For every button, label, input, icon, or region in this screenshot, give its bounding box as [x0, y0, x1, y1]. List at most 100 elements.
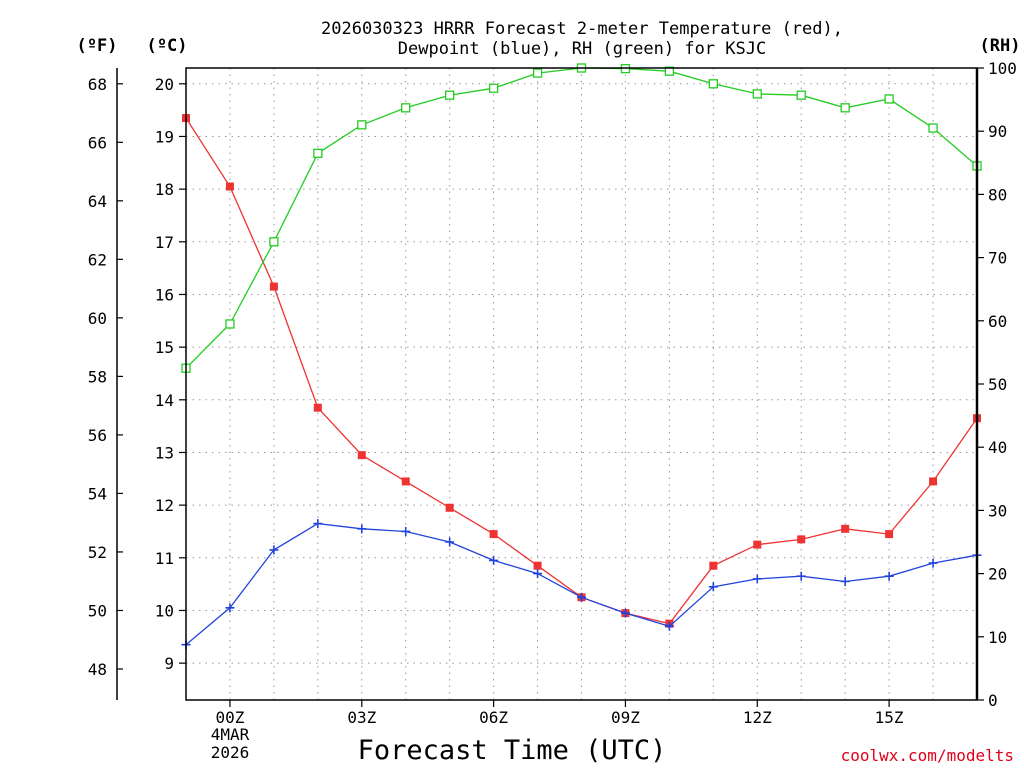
fahrenheit-tick-label: 54 — [88, 484, 107, 503]
fahrenheit-axis-unit: (ºF) — [77, 36, 118, 56]
temperature-point — [753, 540, 762, 549]
temperature-point — [709, 561, 718, 570]
temperature-point — [313, 403, 322, 412]
x-tick-label: 09Z — [611, 708, 640, 727]
rh-tick-label: 10 — [988, 628, 1007, 647]
dewpoint-point — [445, 537, 455, 547]
celsius-tick-label: 11 — [155, 549, 174, 568]
dewpoint-point — [752, 574, 762, 584]
series-temperature — [182, 114, 981, 628]
rh-point — [401, 103, 411, 113]
x-tick-label: 15Z — [875, 708, 904, 727]
series-dewpoint — [181, 519, 982, 650]
dewpoint-point — [884, 571, 894, 581]
rh-tick-label: 60 — [988, 312, 1007, 331]
rh-point — [357, 120, 367, 130]
plot-frame — [185, 67, 978, 701]
dewpoint-point — [533, 569, 543, 579]
rh-point — [445, 90, 455, 100]
celsius-tick-label: 10 — [155, 601, 174, 620]
celsius-tick-label: 18 — [155, 180, 174, 199]
celsius-axis-unit: (ºC) — [147, 36, 188, 56]
x-tick-label: 03Z — [347, 708, 376, 727]
rh-point — [664, 66, 675, 76]
rh-point — [269, 237, 279, 247]
celsius-tick-label: 19 — [155, 127, 174, 146]
fahrenheit-tick-label: 64 — [88, 192, 107, 211]
celsius-tick-label: 9 — [164, 654, 174, 673]
rh-point — [928, 123, 938, 133]
axes: 9 10 11 12 13 14 15 16 17 18 19 20 48 50 52 54 56 58 60 62 6… — [88, 59, 1017, 727]
fahrenheit-tick-label: 66 — [88, 133, 107, 152]
dewpoint-point — [577, 592, 586, 602]
rh-tick-label: 90 — [988, 122, 1007, 141]
x-tick-label: 06Z — [479, 708, 508, 727]
dewpoint-point — [840, 577, 850, 586]
fahrenheit-tick-label: 52 — [88, 543, 107, 562]
rh-tick-label: 30 — [988, 501, 1007, 520]
temperature-point — [401, 477, 410, 486]
dewpoint-point — [664, 621, 674, 631]
dewpoint-point — [357, 524, 367, 534]
celsius-tick-label: 17 — [155, 233, 174, 252]
date-label-day: 4MAR — [211, 725, 250, 744]
temperature-point — [269, 282, 278, 291]
chart-title-line-1: 2026030323 HRRR Forecast 2-meter Tempera… — [321, 19, 843, 39]
rh-point — [313, 148, 323, 158]
credit-label: coolwx.com/modelts — [841, 746, 1014, 765]
rh-axis-unit: (RH) — [980, 36, 1021, 56]
temperature-point — [489, 530, 498, 539]
dewpoint-line — [185, 522, 978, 646]
fahrenheit-tick-label: 48 — [88, 660, 107, 679]
temperature-point — [797, 535, 806, 544]
rh-point — [225, 319, 235, 329]
celsius-tick-label: 16 — [155, 285, 174, 304]
rh-point — [708, 79, 718, 89]
gridlines — [186, 68, 977, 700]
celsius-tick-label: 15 — [155, 338, 174, 357]
temperature-point — [445, 503, 454, 512]
fahrenheit-tick-label: 50 — [88, 601, 107, 620]
rh-tick-label: 50 — [988, 375, 1007, 394]
x-axis-title: Forecast Time (UTC) — [358, 735, 667, 766]
rh-point — [840, 103, 850, 113]
temperature-point — [357, 451, 366, 460]
fahrenheit-tick-label: 56 — [88, 426, 107, 445]
date-label-year: 2026 — [211, 743, 250, 762]
temperature-point — [885, 530, 894, 539]
dewpoint-point — [269, 545, 279, 555]
dewpoint-point — [489, 555, 499, 565]
dewpoint-point — [928, 558, 938, 568]
rh-point — [752, 89, 762, 99]
dewpoint-point — [620, 608, 630, 618]
dewpoint-point — [401, 526, 411, 536]
rh-point — [796, 90, 806, 100]
x-tick-label: 00Z — [215, 708, 244, 727]
dewpoint-point — [225, 603, 235, 613]
x-tick-label: 12Z — [743, 708, 772, 727]
celsius-tick-label: 12 — [155, 496, 174, 515]
celsius-tick-label: 13 — [155, 443, 174, 462]
chart-title-line-2: Dewpoint (blue), RH (green) for KSJC — [398, 39, 766, 59]
dewpoint-point — [313, 519, 323, 529]
fahrenheit-tick-label: 58 — [88, 367, 107, 386]
rh-point — [884, 94, 894, 104]
rh-tick-label: 70 — [988, 249, 1007, 268]
temperature-point — [929, 477, 938, 486]
rh-tick-label: 80 — [988, 185, 1007, 204]
rh-tick-label: 40 — [988, 438, 1007, 457]
dewpoint-point — [796, 571, 806, 581]
fahrenheit-tick-label: 60 — [88, 309, 107, 328]
rh-point — [532, 68, 543, 78]
rh-tick-label: 0 — [988, 691, 998, 710]
fahrenheit-tick-label: 68 — [88, 75, 107, 94]
temperature-point — [225, 182, 234, 191]
dewpoint-point — [708, 582, 718, 592]
rh-tick-label: 20 — [988, 565, 1007, 584]
fahrenheit-tick-label: 62 — [88, 250, 107, 269]
data-series — [181, 63, 982, 650]
temperature-point — [533, 561, 542, 570]
temperature-point — [841, 524, 850, 533]
temperature-line — [185, 117, 978, 625]
